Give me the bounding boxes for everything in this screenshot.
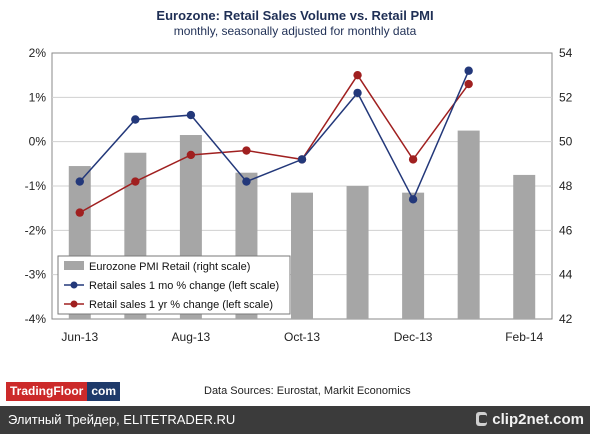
x-tick-label: Aug-13 xyxy=(172,330,211,344)
legend-swatch-marker xyxy=(70,300,78,308)
right-tick-label: 48 xyxy=(559,179,573,193)
legend-swatch-bar xyxy=(64,261,84,270)
data-sources: Data Sources: Eurostat, Markit Economics xyxy=(204,385,411,397)
left-tick-label: 1% xyxy=(29,90,47,104)
right-tick-label: 46 xyxy=(559,223,573,237)
combo-chart: 2% 1% 0% -1% -2% -3% -4% 54 52 50 48 46 44 42 Jun-13 Au… xyxy=(25,46,573,344)
retail-mom-point xyxy=(297,155,307,164)
brand-part2: com xyxy=(87,382,121,401)
left-tick-label: -1% xyxy=(25,179,47,193)
retail-mom-point xyxy=(75,177,84,186)
retail-mom-point xyxy=(131,115,140,124)
retail-yoy-point xyxy=(353,70,362,80)
retail-yoy-point xyxy=(408,155,418,164)
pmi-bar xyxy=(346,186,369,319)
legend-label: Eurozone PMI Retail (right scale) xyxy=(89,261,250,273)
footer-bar: Элитный Трейдер, ELITETRADER.RU clip2net… xyxy=(0,406,590,434)
retail-mom-point xyxy=(242,177,251,186)
pmi-bar xyxy=(291,192,313,319)
legend-label: Retail sales 1 mo % change (left scale) xyxy=(89,280,279,292)
clip2net-icon xyxy=(476,412,488,426)
left-tick-label: 2% xyxy=(29,46,47,60)
legend-label: Retail sales 1 yr % change (left scale) xyxy=(89,299,273,311)
retail-yoy-point xyxy=(75,208,84,217)
pmi-bar xyxy=(402,192,425,319)
right-tick-label: 54 xyxy=(559,46,573,60)
x-tick-label: Dec-13 xyxy=(394,330,433,344)
clip2net-text: clip2net.com xyxy=(492,410,584,428)
left-tick-label: 0% xyxy=(29,135,47,149)
footer-site-text: Элитный Трейдер, ELITETRADER.RU xyxy=(8,412,236,427)
retail-yoy-line xyxy=(79,73,470,214)
retail-yoy-point xyxy=(186,150,196,160)
left-tick-label: -3% xyxy=(25,268,47,282)
chart-title: Eurozone: Retail Sales Volume vs. Retail… xyxy=(156,8,434,23)
legend-swatch-marker xyxy=(70,281,78,289)
retail-yoy-point xyxy=(464,79,473,89)
clip2net-watermark: clip2net.com xyxy=(476,408,584,430)
retail-mom-point xyxy=(464,66,473,75)
pmi-bar xyxy=(457,130,480,319)
right-tick-label: 52 xyxy=(559,90,573,104)
x-tick-label: Feb-14 xyxy=(505,330,543,344)
retail-mom-point xyxy=(353,88,362,98)
chart-subtitle: monthly, seasonally adjusted for monthly… xyxy=(173,24,417,38)
brand-part1: TradingFloor xyxy=(6,382,88,401)
legend-box xyxy=(57,255,291,315)
tradingfloor-logo: TradingFloor com xyxy=(6,382,121,401)
retail-yoy-point xyxy=(131,177,140,186)
retail-yoy-point xyxy=(242,146,251,155)
pmi-bar xyxy=(513,174,536,319)
left-tick-label: -4% xyxy=(25,312,47,326)
retail-mom-point xyxy=(186,110,196,120)
x-tick-label: Oct-13 xyxy=(284,330,320,344)
left-tick-label: -2% xyxy=(25,223,47,237)
retail-mom-point xyxy=(408,195,418,204)
right-tick-label: 42 xyxy=(559,312,573,326)
right-tick-label: 44 xyxy=(559,268,573,282)
x-tick-label: Jun-13 xyxy=(61,330,98,344)
retail-mom-line xyxy=(79,70,470,202)
right-tick-label: 50 xyxy=(559,135,573,149)
